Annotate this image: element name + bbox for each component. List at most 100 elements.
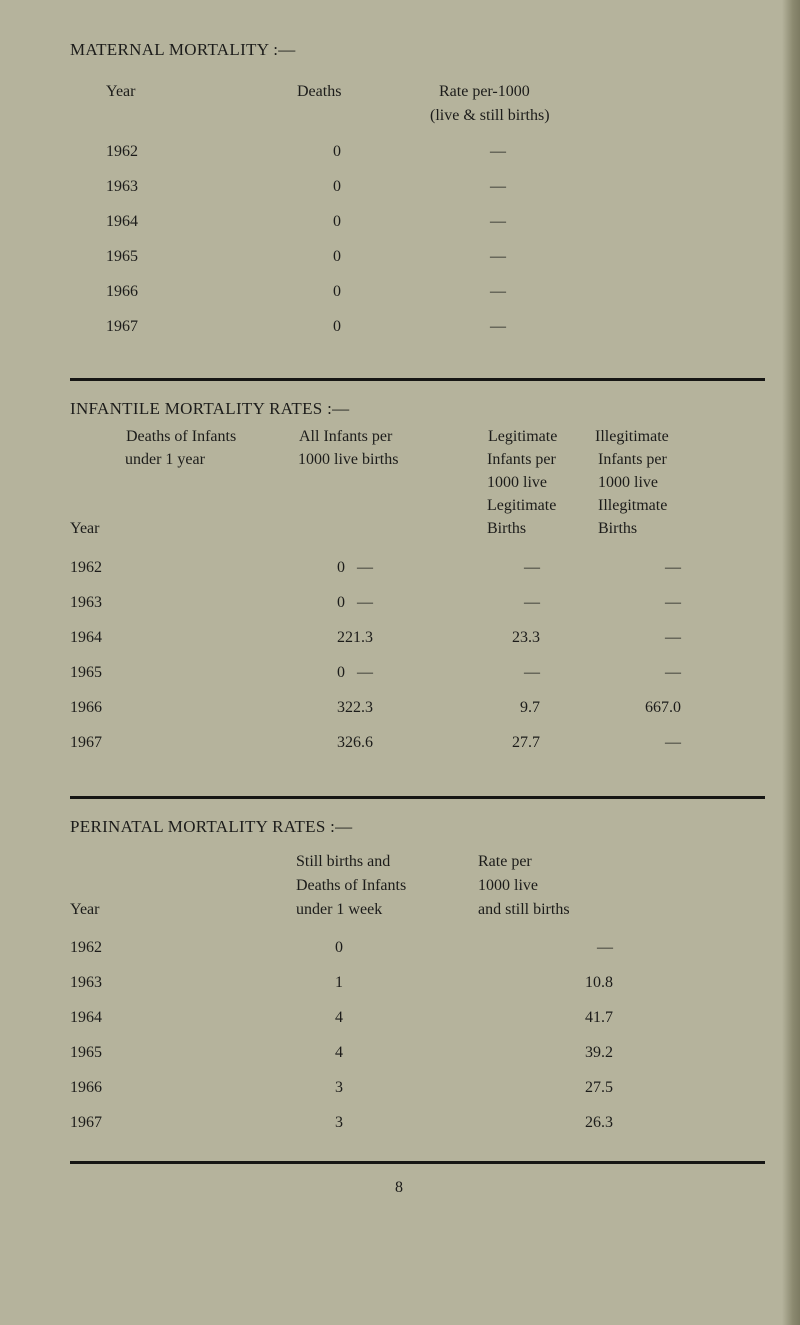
- infantile-header-legit: Legitimate: [488, 428, 558, 445]
- perinatal-title: PERINATAL MORTALITY RATES :—: [70, 817, 353, 836]
- infantile-cell-year: 1962: [70, 559, 102, 576]
- section-rule: [70, 796, 765, 799]
- infantile-cell-legit: —: [524, 594, 540, 611]
- perinatal-cell-year: 1965: [70, 1044, 102, 1061]
- perinatal-header-deaths: under 1 week: [296, 901, 383, 918]
- maternal-cell-rate: —: [490, 213, 506, 230]
- page-edge-shadow: [782, 0, 800, 1325]
- infantile-cell-deaths: 0: [337, 559, 345, 576]
- infantile-header-illeg: Illegitmate: [598, 497, 668, 514]
- perinatal-cell-rate: 26.3: [585, 1114, 613, 1131]
- perinatal-cell-deaths: 3: [335, 1079, 343, 1096]
- infantile-cell-year: 1964: [70, 629, 102, 646]
- perinatal-cell-deaths: 3: [335, 1114, 343, 1131]
- maternal-cell-year: 1966: [106, 283, 138, 300]
- perinatal-cell-rate: 10.8: [585, 974, 613, 991]
- maternal-cell-deaths: 0: [333, 143, 341, 160]
- perinatal-header-rate: and still births: [478, 901, 570, 918]
- infantile-cell-all: —: [357, 559, 373, 576]
- maternal-cell-deaths: 0: [333, 178, 341, 195]
- infantile-cell-all: 26.6: [345, 734, 373, 751]
- maternal-cell-rate: —: [490, 143, 506, 160]
- maternal-cell-deaths: 0: [333, 283, 341, 300]
- infantile-header-all: All Infants per: [299, 428, 393, 445]
- maternal-cell-rate: —: [490, 283, 506, 300]
- infantile-cell-deaths: 0: [337, 664, 345, 681]
- maternal-cell-deaths: 0: [333, 318, 341, 335]
- perinatal-cell-year: 1967: [70, 1114, 102, 1131]
- infantile-cell-deaths: 3: [337, 734, 345, 751]
- infantile-cell-legit: 27.7: [512, 734, 540, 751]
- maternal-cell-year: 1964: [106, 213, 138, 230]
- maternal-cell-year: 1963: [106, 178, 138, 195]
- maternal-cell-rate: —: [490, 248, 506, 265]
- infantile-cell-illeg: —: [665, 734, 681, 751]
- maternal-title: MATERNAL MORTALITY :—: [70, 40, 296, 59]
- perinatal-cell-year: 1966: [70, 1079, 102, 1096]
- perinatal-cell-year: 1962: [70, 939, 102, 956]
- infantile-header-legit: Legitimate: [487, 497, 557, 514]
- infantile-header-illeg: 1000 live: [598, 474, 658, 491]
- infantile-cell-deaths: 0: [337, 594, 345, 611]
- infantile-header-legit: 1000 live: [487, 474, 547, 491]
- infantile-cell-all: —: [357, 664, 373, 681]
- section-rule: [70, 378, 765, 381]
- perinatal-cell-year: 1963: [70, 974, 102, 991]
- maternal-cell-year: 1965: [106, 248, 138, 265]
- maternal-cell-year: 1962: [106, 143, 138, 160]
- perinatal-cell-year: 1964: [70, 1009, 102, 1026]
- infantile-cell-all: 21.3: [345, 629, 373, 646]
- infantile-cell-deaths: 2: [337, 629, 345, 646]
- infantile-cell-legit: —: [524, 559, 540, 576]
- perinatal-header-rate: Rate per: [478, 853, 532, 870]
- maternal-cell-deaths: 0: [333, 213, 341, 230]
- maternal-cell-rate: —: [490, 318, 506, 335]
- maternal-cell-rate: —: [490, 178, 506, 195]
- perinatal-header-rate: 1000 live: [478, 877, 538, 894]
- infantile-cell-deaths: 3: [337, 699, 345, 716]
- infantile-header-deaths: under 1 year: [125, 451, 205, 468]
- infantile-header-year: Year: [70, 520, 100, 537]
- maternal-header-deaths: Deaths: [297, 83, 342, 100]
- perinatal-cell-rate: 41.7: [585, 1009, 613, 1026]
- perinatal-cell-deaths: 0: [335, 939, 343, 956]
- infantile-header-deaths: Deaths of Infants: [126, 428, 237, 445]
- infantile-cell-year: 1967: [70, 734, 102, 751]
- infantile-header-illeg: Infants per: [598, 451, 667, 468]
- infantile-header-legit: Births: [487, 520, 527, 537]
- perinatal-header-year: Year: [70, 901, 100, 918]
- infantile-header-illeg: Illegitimate: [595, 428, 669, 445]
- infantile-cell-all: —: [357, 594, 373, 611]
- perinatal-cell-deaths: 1: [335, 974, 343, 991]
- perinatal-cell-rate: 39.2: [585, 1044, 613, 1061]
- infantile-cell-illeg: —: [665, 594, 681, 611]
- perinatal-cell-rate: 27.5: [585, 1079, 613, 1096]
- maternal-header-rate: Rate per-1000: [439, 83, 530, 100]
- infantile-title: INFANTILE MORTALITY RATES :—: [70, 399, 350, 418]
- infantile-cell-year: 1965: [70, 664, 102, 681]
- infantile-header-all: 1000 live births: [298, 451, 399, 468]
- section-rule: [70, 1161, 765, 1164]
- perinatal-cell-rate: —: [597, 939, 613, 956]
- maternal-cell-year: 1967: [106, 318, 138, 335]
- maternal-header-rate-sub: (live & still births): [430, 107, 550, 124]
- infantile-cell-legit: 23.3: [512, 629, 540, 646]
- infantile-cell-all: 22.3: [345, 699, 373, 716]
- maternal-header-year: Year: [106, 83, 136, 100]
- perinatal-header-deaths: Still births and: [296, 853, 391, 870]
- infantile-cell-year: 1966: [70, 699, 102, 716]
- infantile-cell-illeg: —: [665, 664, 681, 681]
- perinatal-header-deaths: Deaths of Infants: [296, 877, 407, 894]
- infantile-cell-illeg: —: [665, 559, 681, 576]
- infantile-cell-year: 1963: [70, 594, 102, 611]
- page-number: 8: [395, 1179, 403, 1196]
- infantile-header-legit: Infants per: [487, 451, 556, 468]
- infantile-cell-illeg: —: [665, 629, 681, 646]
- infantile-cell-illeg: 667.0: [645, 699, 681, 716]
- infantile-cell-legit: —: [524, 664, 540, 681]
- infantile-cell-legit: 9.7: [520, 699, 540, 716]
- infantile-header-illeg: Births: [598, 520, 638, 537]
- perinatal-cell-deaths: 4: [335, 1009, 343, 1026]
- maternal-cell-deaths: 0: [333, 248, 341, 265]
- perinatal-cell-deaths: 4: [335, 1044, 343, 1061]
